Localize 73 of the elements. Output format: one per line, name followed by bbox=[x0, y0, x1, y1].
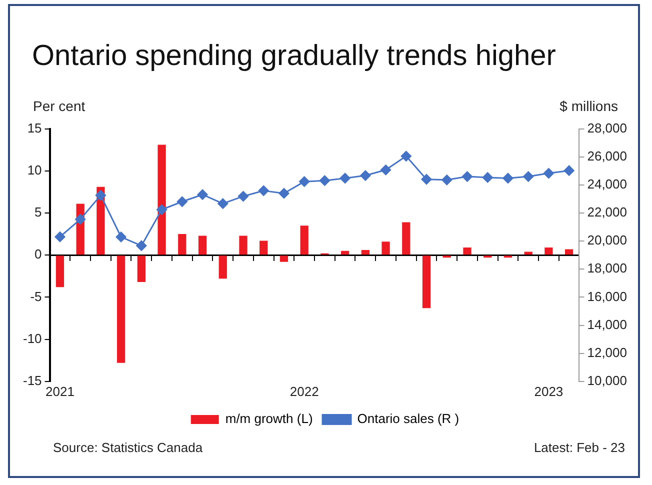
bar bbox=[198, 236, 207, 255]
bar bbox=[116, 256, 126, 363]
bar bbox=[178, 234, 186, 255]
x-tick-label: 2022 bbox=[290, 384, 319, 399]
y2-tick-label: 22,000 bbox=[587, 204, 628, 220]
point bbox=[156, 204, 168, 215]
bar bbox=[361, 250, 370, 255]
point bbox=[299, 176, 310, 187]
y2-tick-label: 14,000 bbox=[587, 316, 628, 332]
y2-tick-label: 10,000 bbox=[587, 372, 628, 388]
y2-tick-label: 16,000 bbox=[587, 288, 628, 304]
point bbox=[136, 240, 147, 251]
y-tick-label: -15 bbox=[22, 372, 42, 388]
bar bbox=[402, 222, 410, 255]
legend-label: m/m growth (L) bbox=[225, 411, 313, 426]
point bbox=[95, 190, 106, 201]
point bbox=[238, 191, 248, 202]
point bbox=[116, 232, 126, 242]
point bbox=[564, 165, 574, 176]
bar bbox=[158, 144, 166, 255]
y-tick-label: -10 bbox=[22, 330, 42, 346]
y-tick-label: 10 bbox=[27, 162, 42, 178]
y-tick-label: 15 bbox=[27, 120, 42, 136]
point bbox=[218, 198, 228, 209]
point bbox=[400, 150, 412, 162]
legend-label: Ontario sales (R ) bbox=[357, 411, 460, 426]
x-tick-label: 2023 bbox=[534, 384, 564, 399]
y-axis-title: Per cent bbox=[33, 98, 86, 114]
point bbox=[75, 214, 86, 225]
y-tick-label: -5 bbox=[30, 288, 42, 304]
point bbox=[197, 189, 208, 200]
x-tick-label: 2021 bbox=[46, 384, 74, 399]
text: Latest: Feb - 23 bbox=[534, 440, 625, 455]
bar bbox=[564, 249, 574, 255]
point bbox=[502, 172, 514, 184]
y-tick-label: 5 bbox=[34, 204, 42, 220]
point bbox=[258, 185, 269, 196]
y2-tick-label: 12,000 bbox=[587, 344, 628, 360]
point bbox=[482, 172, 493, 183]
source-note: Source: Statistics Canada bbox=[53, 440, 203, 455]
y-tick-label: 0 bbox=[34, 246, 42, 262]
y2-tick-label: 20,000 bbox=[587, 232, 628, 248]
bar bbox=[300, 226, 308, 255]
point bbox=[543, 168, 554, 179]
y2-tick-label: 18,000 bbox=[587, 260, 628, 276]
bar bbox=[382, 242, 390, 255]
point bbox=[523, 171, 534, 182]
point bbox=[421, 174, 432, 185]
point bbox=[380, 164, 392, 176]
point bbox=[340, 172, 350, 184]
point bbox=[176, 196, 188, 207]
bar bbox=[524, 252, 532, 255]
y2-tick-label: 24,000 bbox=[587, 176, 628, 192]
bar bbox=[218, 256, 227, 279]
point bbox=[462, 171, 472, 182]
bar bbox=[340, 250, 350, 255]
bar bbox=[56, 256, 64, 288]
bar bbox=[463, 248, 472, 255]
y2-tick-label: 26,000 bbox=[587, 148, 628, 164]
bar bbox=[422, 256, 431, 308]
point bbox=[360, 170, 371, 181]
bar bbox=[280, 256, 288, 262]
point bbox=[278, 188, 290, 199]
bar bbox=[239, 236, 248, 255]
chart-title: Ontario spending gradually trends higher bbox=[32, 40, 556, 73]
point bbox=[54, 232, 66, 242]
bar bbox=[260, 240, 268, 255]
bar bbox=[137, 256, 146, 282]
y2-axis-title: $ millions bbox=[560, 98, 618, 114]
point bbox=[442, 174, 452, 186]
bar bbox=[544, 248, 553, 255]
y2-tick-label: 28,000 bbox=[587, 120, 628, 136]
point bbox=[319, 175, 330, 186]
